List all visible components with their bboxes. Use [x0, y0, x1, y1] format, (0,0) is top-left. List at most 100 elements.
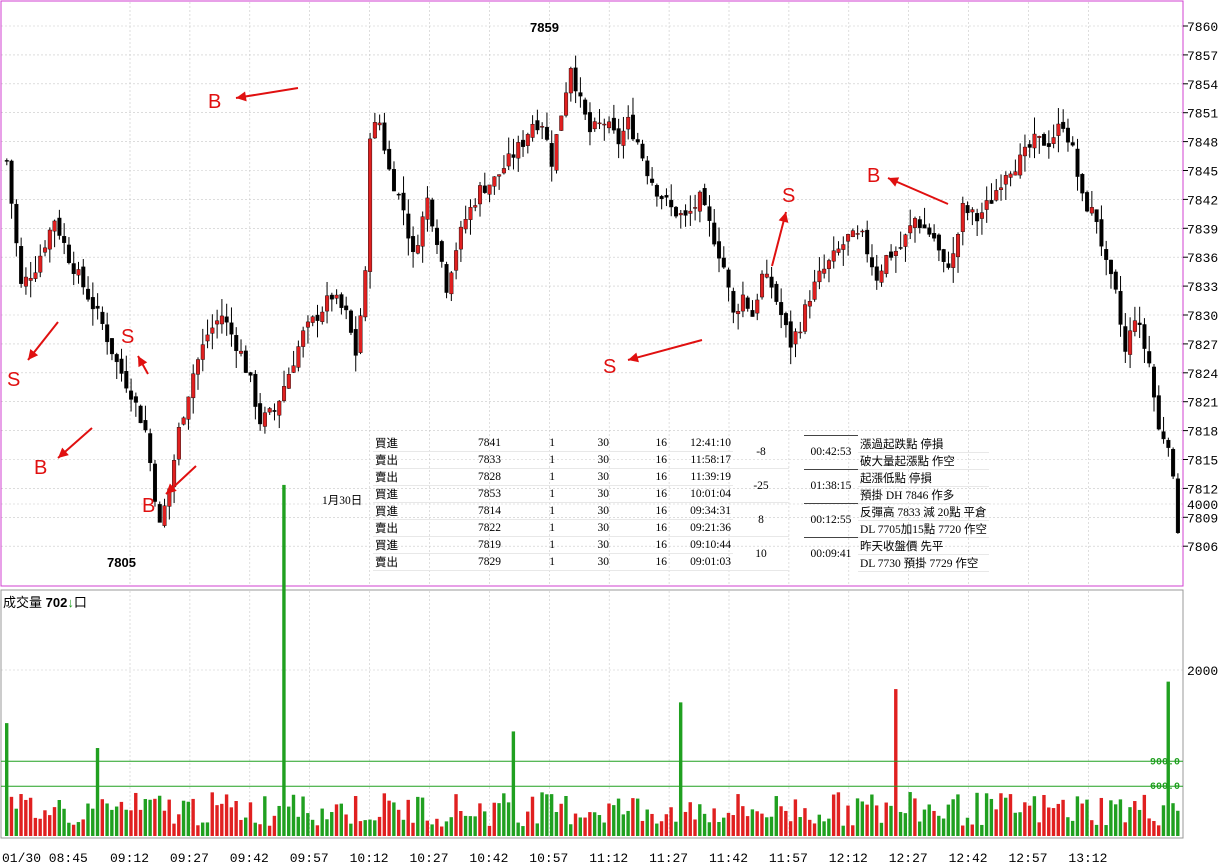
candle-body [1161, 431, 1166, 440]
volume-bar [965, 817, 970, 836]
volume-bar [1118, 799, 1123, 836]
candle-body [1061, 121, 1066, 129]
candle-body [540, 126, 545, 128]
candle-body [869, 257, 874, 268]
volume-bar [220, 803, 224, 836]
volume-bar [664, 814, 669, 836]
volume-bar [784, 810, 788, 836]
volume-bar [750, 809, 755, 836]
candle-body [745, 297, 750, 309]
candle-body [325, 295, 330, 312]
volume-bar [702, 813, 707, 836]
candle-body [449, 272, 454, 295]
price-panel-frame [0, 0, 1184, 587]
time-tick-label: 09:27 [170, 851, 209, 865]
volume-bar [224, 794, 229, 836]
volume-bar [157, 795, 162, 836]
volume-bar [339, 803, 343, 836]
price-tick-label: 7833 [1187, 280, 1218, 295]
price-tick-label: 7836 [1187, 251, 1218, 266]
price-tick-label: 7857 [1187, 49, 1218, 64]
volume-bar [1094, 824, 1099, 836]
arrow-head-icon [888, 177, 900, 187]
price-tick-label: 7815 [1187, 454, 1218, 469]
note-line2: 預掛 DH 7846 作多 [858, 486, 990, 504]
volume-bar [803, 808, 807, 836]
volume-bar [181, 800, 186, 836]
price-tick-label: 7830 [1187, 309, 1218, 324]
time-tick-label: 11:12 [589, 851, 628, 865]
candle-body [578, 92, 583, 97]
trade-time: 11:58:17 [669, 451, 733, 469]
volume-bar [167, 799, 171, 836]
volume-bar [191, 798, 195, 836]
volume-bar [48, 815, 52, 836]
candle-body [850, 230, 855, 238]
trade-side: 賣出 [373, 468, 447, 486]
candle-body [9, 160, 14, 204]
volume-bar [984, 793, 989, 836]
volume-bar [129, 810, 133, 836]
volume-bar [239, 819, 243, 836]
candle-body [846, 234, 851, 242]
trade-row: 買進 7853 1 30 16 10:01:04 [373, 485, 789, 503]
candle-body [215, 320, 220, 325]
volume-bar [1161, 805, 1166, 836]
volume-bar [822, 821, 826, 836]
volume-bar [253, 822, 257, 836]
candle-body [769, 276, 774, 288]
volume-bar [889, 805, 893, 836]
volume-bar [879, 822, 884, 836]
candle-body [1013, 171, 1018, 176]
volume-bar [258, 824, 262, 836]
volume-bar [669, 807, 673, 836]
candle-body [597, 122, 602, 125]
candle-body [1156, 395, 1161, 430]
trade-price: 7853 [447, 485, 503, 503]
volume-bar [1075, 796, 1080, 836]
candle-body [1132, 320, 1137, 332]
candle-body [210, 327, 215, 334]
volume-bar [788, 821, 793, 836]
volume-bar [941, 818, 946, 836]
annotation-s-label: S [603, 356, 616, 378]
candle-body [1123, 326, 1128, 352]
candle-body [114, 354, 119, 363]
volume-bar [779, 806, 783, 836]
trade-qty: 1 [503, 553, 557, 571]
candle-body [38, 255, 43, 273]
volume-bar [67, 822, 71, 836]
volume-bar [334, 804, 339, 836]
volume-bar [1013, 812, 1017, 836]
trade-qty: 1 [503, 536, 557, 554]
volume-bar [808, 819, 812, 836]
candle-body [855, 233, 860, 235]
volume-bar [234, 800, 238, 836]
date-label: 1月30日 [322, 495, 363, 507]
candle-body [95, 305, 100, 309]
candle-body [439, 241, 444, 262]
volume-bar [358, 821, 363, 836]
candle-body [764, 273, 769, 278]
candle-body [191, 373, 196, 399]
volume-bar [827, 818, 831, 836]
candle-body [946, 263, 951, 268]
time-tick-label: 12:57 [1009, 851, 1048, 865]
candle-body [717, 241, 722, 259]
candle-body [71, 263, 76, 275]
volume-bar [626, 810, 630, 836]
time-tick-label: 10:27 [410, 851, 449, 865]
trade-table: 買進 7841 1 30 16 12:41:10 -8 賣出 7833 1 30 16 11:58:17… [373, 435, 789, 571]
trade-side: 買進 [373, 502, 447, 520]
trade-qty: 1 [503, 435, 557, 452]
note-duration: 00:12:55 [804, 502, 858, 537]
volume-bar [817, 814, 821, 836]
volume-bar [894, 689, 898, 836]
volume-bar [425, 820, 430, 836]
volume-bar [401, 819, 406, 836]
candle-body [358, 315, 363, 353]
volume-bar [994, 809, 998, 836]
note-line2: 破大量起漲點 作空 [858, 452, 990, 470]
volume-bar [640, 820, 645, 836]
volume-bar [865, 804, 869, 836]
